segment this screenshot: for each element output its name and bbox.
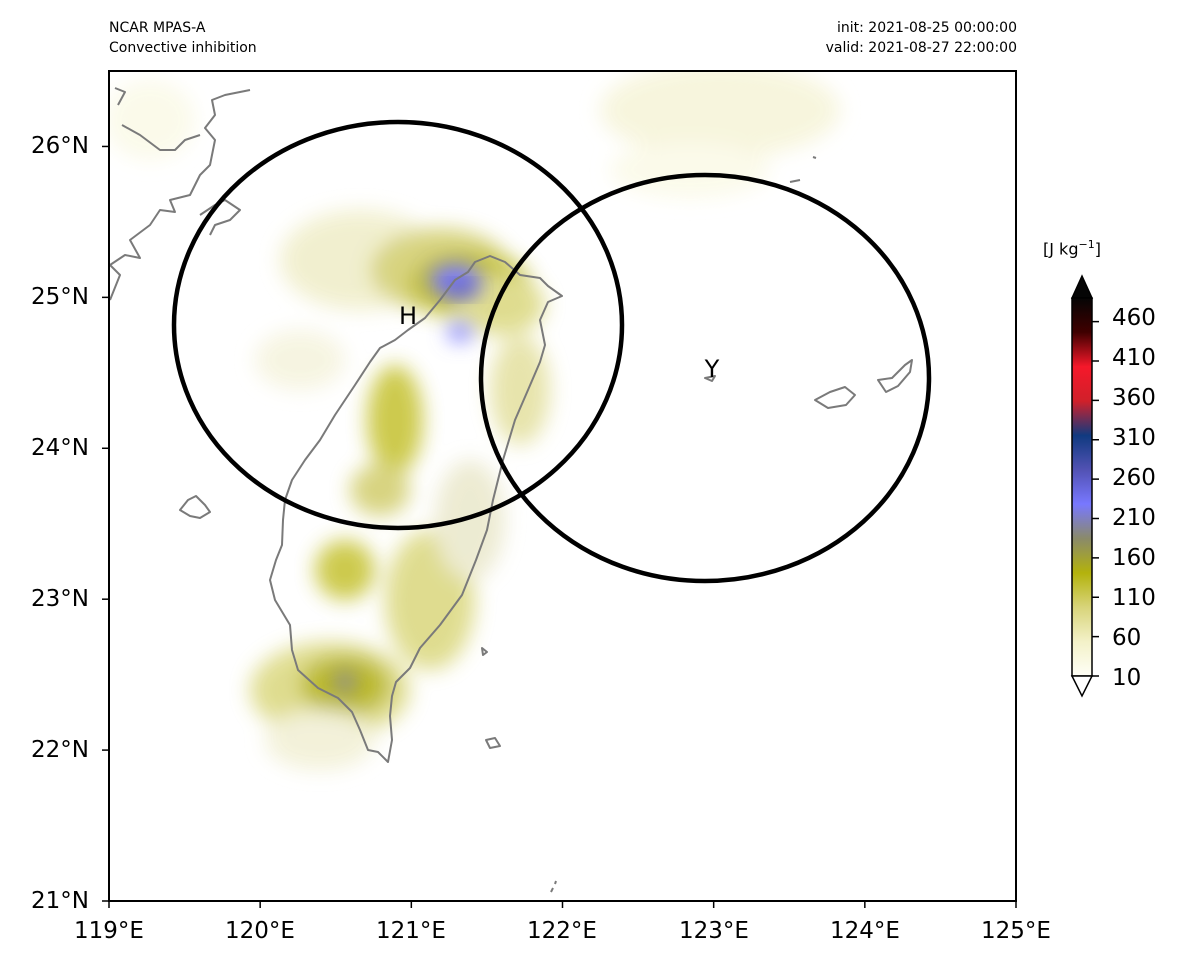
ishigaki-island — [814, 386, 856, 409]
penghu-islands — [179, 495, 211, 519]
marker-label-y: Y — [704, 355, 720, 383]
taiwan-coastline — [269, 255, 563, 763]
init-time: init: 2021-08-25 00:00:00 — [837, 20, 1017, 36]
y-tick-label-25n: 25°N — [31, 284, 89, 310]
colorbar-tick-410: 410 — [1112, 345, 1156, 371]
colorbar-tick-310: 310 — [1112, 425, 1156, 451]
y-tick-label-26n: 26°N — [31, 133, 89, 159]
yonaguni-island — [704, 375, 716, 382]
colorbar-tick-460: 460 — [1112, 305, 1156, 331]
colorbar-tick-10: 10 — [1112, 665, 1142, 691]
y-tick-label-21n: 21°N — [31, 888, 89, 914]
x-tick-label-121e: 121°E — [376, 918, 446, 944]
range-circle-h — [171, 119, 625, 531]
y-tick-label-22n: 22°N — [31, 737, 89, 763]
x-tick-label-119e: 119°E — [74, 918, 144, 944]
colorbar — [1070, 274, 1099, 698]
senkaku-islands — [789, 156, 817, 183]
small-islet-south — [550, 880, 557, 893]
colorbar-tick-260: 260 — [1112, 465, 1156, 491]
coastlines — [109, 87, 913, 893]
y-tick-label-23n: 23°N — [31, 586, 89, 612]
colorbar-extend-max — [1070, 274, 1094, 299]
colorbar-unit: J kg — [1049, 239, 1079, 259]
x-tick-label-125e: 125°E — [981, 918, 1051, 944]
colorbar-bar — [1071, 297, 1093, 677]
colorbar-unit-exponent: −1 — [1078, 238, 1095, 251]
valid-time: valid: 2021-08-27 22:00:00 — [825, 40, 1017, 56]
green-island — [481, 647, 488, 656]
model-name: NCAR MPAS-A — [109, 20, 206, 36]
colorbar-tick-360: 360 — [1112, 385, 1156, 411]
marker-label-h: H — [399, 302, 417, 330]
miyako-island — [877, 359, 913, 393]
range-circle-y — [478, 172, 932, 584]
colorbar-tick-160: 160 — [1112, 545, 1156, 571]
orchid-island — [485, 737, 501, 749]
field-name: Convective inhibition — [109, 40, 257, 56]
range-circles — [171, 119, 932, 584]
x-tick-label-124e: 124°E — [830, 918, 900, 944]
cin-shading — [109, 71, 840, 770]
y-tick-label-24n: 24°N — [31, 435, 89, 461]
colorbar-unit-label: [J kg−1] — [1043, 238, 1101, 259]
x-tick-label-123e: 123°E — [679, 918, 749, 944]
colorbar-tick-60: 60 — [1112, 625, 1142, 651]
colorbar-tick-210: 210 — [1112, 505, 1156, 531]
fujian-coastline — [109, 87, 251, 301]
colorbar-extend-min — [1070, 675, 1094, 698]
colorbar-tick-110: 110 — [1112, 585, 1156, 611]
x-tick-label-122e: 122°E — [527, 918, 597, 944]
map-background — [109, 71, 1016, 901]
x-tick-label-120e: 120°E — [225, 918, 295, 944]
